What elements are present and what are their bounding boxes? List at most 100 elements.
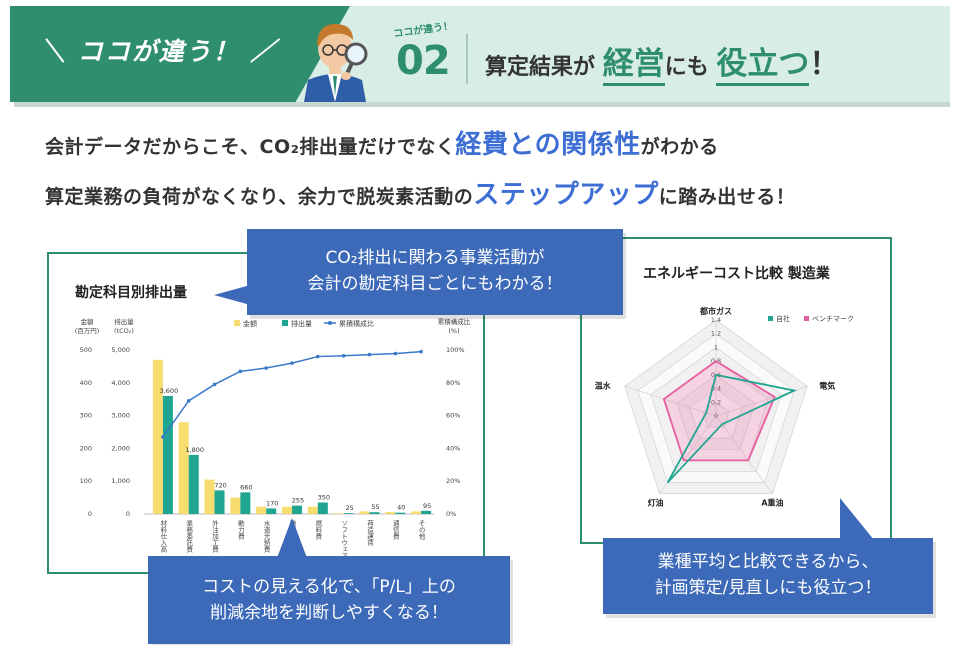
- radar-spoke: [624, 385, 717, 417]
- category-label: 外注加工費: [211, 519, 219, 554]
- bar-emissions: [369, 512, 380, 514]
- left-axis-unit: (百万円): [75, 327, 100, 335]
- bar-data-label: 255: [292, 497, 304, 505]
- category-label: ソフトウェア: [340, 520, 348, 559]
- radar-tick-label: 0.4: [711, 385, 721, 393]
- legend-label-2: 排出量: [291, 319, 312, 328]
- radar-legend-label-2: ベンチマーク: [812, 315, 854, 323]
- callout-top: CO₂排出に関わる事業活動が 会計の勘定科目ごとにもわかる！: [247, 229, 623, 315]
- bar-emissions: [214, 490, 225, 514]
- bar-emissions: [317, 502, 328, 514]
- left-tick-label: 0: [88, 510, 92, 518]
- intro-line-2-post: に踏み出せる！: [658, 186, 796, 208]
- bar-amount: [307, 506, 318, 514]
- headline-mid: にも: [664, 55, 709, 80]
- bar-amount: [282, 506, 292, 514]
- left-axis-label: 金額: [81, 317, 95, 326]
- category-label: 動力費: [236, 519, 244, 541]
- callout-bottom-line-1: コストの見える化で、「P/L」上の: [202, 577, 456, 597]
- mid-tick-label: 1,000: [111, 477, 130, 485]
- legend-label-3: 累積構成比: [339, 319, 374, 328]
- radar-axis-label: 電気: [819, 380, 835, 390]
- bar-amount: [256, 506, 267, 514]
- bar-data-label: 55: [371, 503, 379, 511]
- banner-divider: [466, 34, 468, 84]
- intro-line-1-post: がわかる: [640, 136, 719, 158]
- bar-amount: [204, 479, 215, 514]
- intro-line-2-pre: 算定業務の負荷がなくなり、余力で脱炭素活動の: [45, 186, 474, 208]
- category-label: 業務委託費: [185, 519, 193, 554]
- radar-series-polygon: [666, 373, 798, 484]
- right-tick-label: 80%: [446, 379, 460, 387]
- energy-cost-radar-chart: 自社 ベンチマーク1.41.210.80.60.40.20都市ガス電気A重油灯油温…: [595, 306, 854, 508]
- mid-tick-label: 5,000: [111, 346, 130, 354]
- intro-line-2: 算定業務の負荷がなくなり、余力で脱炭素活動のステップアップに踏み出せる！: [45, 174, 795, 211]
- callout-right-line-1: 業種平均と比較できるから、: [657, 552, 879, 572]
- callout-right-line-2: 計画策定/見直しにも役立つ！: [654, 578, 882, 598]
- callout-bottom: コストの見える化で、「P/L」上の 削減余地を判断しやすくなる！: [148, 556, 510, 644]
- headline-exclamation: ！: [809, 47, 840, 82]
- bar-amount: [152, 359, 163, 514]
- bar-amount: [230, 497, 241, 514]
- cumulative-point: [393, 351, 398, 356]
- bar-amount: [333, 513, 344, 514]
- radar-legend-swatch-1: [768, 316, 773, 321]
- headline-highlight-1: 経営: [602, 46, 665, 86]
- legend-label-1: 金額: [243, 319, 257, 328]
- bar-emissions: [266, 508, 277, 514]
- bar-emissions: [292, 505, 302, 514]
- radar-axis-label: A重油: [761, 498, 783, 508]
- radar-axis-label: 都市ガス: [699, 306, 732, 316]
- category-label: 荷造運賃: [365, 519, 373, 548]
- cumulative-point: [161, 435, 165, 439]
- radar-tick-label: 1: [714, 343, 718, 351]
- bar-emissions: [395, 512, 406, 514]
- bar-data-label: 3,600: [160, 387, 179, 395]
- left-tick-label: 500: [80, 346, 92, 354]
- cumulative-point: [419, 349, 423, 354]
- bar-data-label: 95: [423, 502, 431, 510]
- cumulative-point: [238, 369, 243, 374]
- cumulative-point: [316, 354, 320, 359]
- radar-series-polygon: [662, 360, 776, 462]
- legend-swatch-2: [282, 320, 288, 326]
- radar-tick-label: 0.2: [711, 398, 721, 406]
- businessman-magnifier-icon: [304, 24, 368, 102]
- account-emissions-chart: 金額(百万円)排出量(tCO₂)累積構成比(%)金額 排出量 累積構成比500400…: [75, 317, 471, 559]
- mid-axis-label: 排出量: [114, 317, 134, 326]
- page-headline: 算定結果が 経営にも 役立つ！: [485, 38, 840, 86]
- bar-data-label: 170: [266, 499, 278, 507]
- mid-tick-label: 0: [126, 510, 130, 518]
- header-tag-background: [10, 6, 350, 102]
- callout-top-line-2: 会計の勘定科目ごとにもわかる！: [307, 274, 563, 294]
- radar-axis-label: 温水: [595, 380, 612, 390]
- bar-emissions: [188, 454, 199, 514]
- headline-pre: 算定結果が: [485, 55, 596, 80]
- right-axis-label: 累積構成比: [438, 317, 471, 326]
- radar-tick-label: 1.2: [711, 330, 721, 338]
- category-label: 水道光熱費: [262, 519, 270, 554]
- callout-right: 業種平均と比較できるから、 計画策定/見直しにも役立つ！: [603, 538, 933, 614]
- bar-data-label: 660: [240, 483, 252, 491]
- cumulative-point: [367, 352, 372, 357]
- bar-data-label: 720: [214, 481, 226, 489]
- bar-amount: [359, 511, 370, 514]
- legend-swatch-1: [234, 320, 240, 326]
- intro-line-1-pre: 会計データだからこそ、CO₂排出量だけでなく: [45, 136, 456, 158]
- mid-tick-label: 2,000: [111, 444, 130, 452]
- mid-tick-label: 3,000: [111, 412, 130, 420]
- bar-emissions: [162, 395, 173, 514]
- bar-data-label: 25: [345, 504, 353, 512]
- radar-legend-swatch-2: [804, 316, 809, 321]
- intro-line-2-highlight: ステップアップ: [473, 180, 659, 210]
- bar-amount: [385, 512, 396, 514]
- bar-amount: [178, 422, 189, 514]
- right-tick-label: 60%: [446, 412, 460, 420]
- category-label: 通信費: [391, 519, 399, 541]
- callout-top-line-1: CO₂排出に関わる事業活動が: [325, 248, 545, 268]
- legend-marker-3: [328, 321, 332, 325]
- left-tick-label: 200: [80, 444, 92, 452]
- left-tick-label: 400: [80, 379, 92, 387]
- bar-data-label: 40: [397, 504, 405, 512]
- cumulative-point: [341, 353, 346, 358]
